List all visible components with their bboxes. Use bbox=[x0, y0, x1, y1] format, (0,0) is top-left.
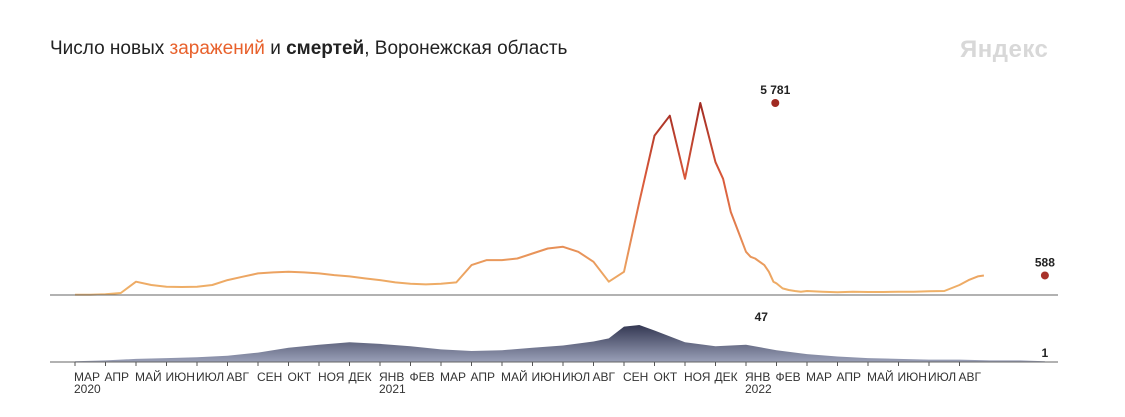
title-suffix: , Воронежская область bbox=[364, 38, 568, 59]
title-infections: заражений bbox=[169, 38, 265, 59]
title-deaths: смертей bbox=[286, 38, 365, 59]
deaths-series bbox=[75, 325, 1045, 362]
infections-data-label: 588 bbox=[1035, 255, 1055, 269]
infections-point-marker bbox=[771, 99, 780, 107]
x-tick-label: ДЕК bbox=[349, 370, 372, 384]
chart-title: Число новых заражений и смертей, Воронеж… bbox=[50, 38, 567, 60]
x-tick-label: ИЮЛ bbox=[196, 370, 224, 384]
x-tick-label: СЕН bbox=[257, 370, 282, 384]
x-tick-label: МАР bbox=[74, 370, 100, 384]
x-tick-label: МАЙ bbox=[135, 369, 162, 384]
x-tick-label: МАЙ bbox=[501, 369, 528, 384]
x-tick-label: ИЮЛ bbox=[928, 370, 956, 384]
deaths-data-label: 47 bbox=[755, 310, 769, 324]
x-tick-label: МАЙ bbox=[867, 369, 894, 384]
infections-line bbox=[74, 102, 985, 296]
x-year-label: 2020 bbox=[74, 382, 101, 396]
x-tick-label: АПР bbox=[471, 370, 496, 384]
title-prefix: Число новых bbox=[50, 38, 170, 59]
x-tick-label: ИЮН bbox=[166, 370, 195, 384]
x-tick-label: НОЯ bbox=[318, 370, 344, 384]
x-tick-label: ЯНВ bbox=[379, 370, 404, 384]
x-tick-label: ФЕВ bbox=[776, 370, 801, 384]
x-tick-label: ДЕК bbox=[715, 370, 738, 384]
x-tick-label: АВГ bbox=[593, 370, 616, 384]
x-tick-label: НОЯ bbox=[684, 370, 710, 384]
annotations: 5 781 588 47 1 bbox=[755, 83, 1056, 360]
x-tick-label: МАР bbox=[440, 370, 466, 384]
x-tick-label: АВГ bbox=[959, 370, 982, 384]
infections-series bbox=[74, 102, 985, 296]
deaths-area bbox=[75, 325, 1045, 362]
x-tick-label: ФЕВ bbox=[410, 370, 435, 384]
title-and: и bbox=[264, 38, 287, 59]
x-tick-label: МАР bbox=[806, 370, 832, 384]
infections-data-label: 5 781 bbox=[760, 83, 790, 97]
x-tick-label: АПР bbox=[105, 370, 130, 384]
infections-point-marker bbox=[1040, 271, 1049, 280]
x-tick-label: ОКТ bbox=[654, 370, 678, 384]
x-year-label: 2021 bbox=[379, 382, 406, 396]
x-tick-label: ИЮН bbox=[898, 370, 927, 384]
x-tick-label: АВГ bbox=[227, 370, 250, 384]
x-tick-label: СЕН bbox=[623, 370, 648, 384]
x-axis: МАР АПР МАЙ ИЮН ИЮЛ АВГ СЕН ОКТ НОЯ ДЕК ЯНВ ФЕВ МАР А… bbox=[74, 362, 982, 396]
x-tick-label: ЯНВ bbox=[745, 370, 770, 384]
x-tick-label: ИЮН bbox=[532, 370, 561, 384]
x-year-label: 2022 bbox=[745, 382, 772, 396]
deaths-data-label: 1 bbox=[1042, 346, 1049, 360]
x-tick-label: АПР bbox=[837, 370, 862, 384]
x-tick-label: ОКТ bbox=[288, 370, 312, 384]
brand-logo: Яндекс bbox=[960, 36, 1049, 63]
x-tick-label: ИЮЛ bbox=[562, 370, 590, 384]
